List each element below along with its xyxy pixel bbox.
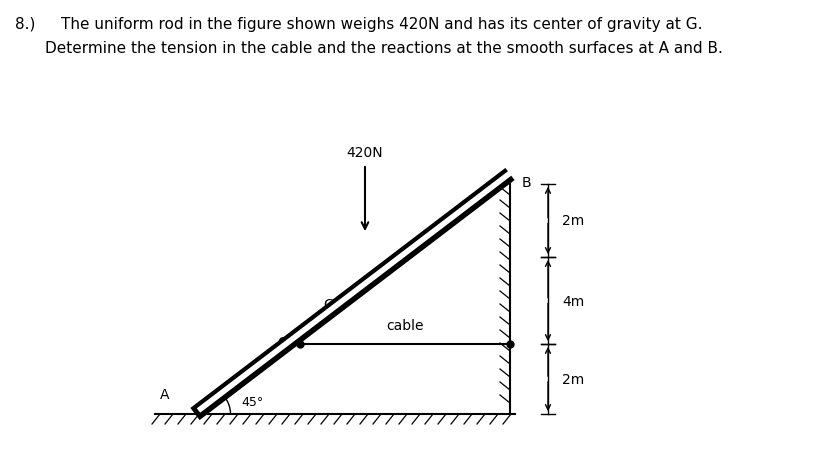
Text: Determine the tension in the cable and the reactions at the smooth surfaces at A: Determine the tension in the cable and t… xyxy=(45,41,723,56)
Text: 420N: 420N xyxy=(346,146,383,159)
Text: 2m: 2m xyxy=(562,372,584,386)
Text: B: B xyxy=(522,176,532,189)
Text: 8.): 8.) xyxy=(15,17,35,31)
Text: 45°: 45° xyxy=(241,396,263,408)
Text: 4m: 4m xyxy=(562,294,584,308)
Text: O: O xyxy=(277,335,288,349)
Text: G: G xyxy=(324,298,334,311)
Text: 2m: 2m xyxy=(562,214,584,228)
Text: A: A xyxy=(161,387,170,401)
Text: The uniform rod in the figure shown weighs 420N and has its center of gravity at: The uniform rod in the figure shown weig… xyxy=(61,17,703,31)
Text: cable: cable xyxy=(387,318,423,332)
